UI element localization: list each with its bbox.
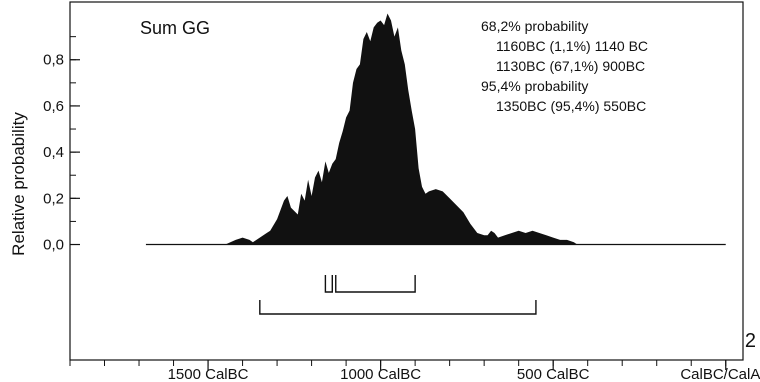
range-68-bracket bbox=[324, 275, 333, 293]
chart-title: Sum GG bbox=[140, 18, 210, 38]
x-tick-label: 1500 CalBC bbox=[168, 366, 249, 382]
plot-frame bbox=[69, 1, 744, 361]
y-axis-label: Relative probability bbox=[9, 112, 28, 256]
range-68-bracket bbox=[335, 275, 416, 293]
annotation-68-range-1: 1160BC (1,1%) 1140 BC bbox=[496, 38, 648, 54]
probability-area bbox=[145, 13, 726, 245]
corner-label: 2 bbox=[744, 330, 756, 352]
x-axis-ticks: 1500 CalBC 1000 CalBC 500 CalBC CalBC/CalAD bbox=[168, 360, 760, 382]
annotation-68-heading: 68,2% probability bbox=[481, 18, 588, 34]
y-tick-label: 0,6 bbox=[43, 98, 64, 115]
y-tick-label: 0,4 bbox=[43, 144, 64, 161]
range-68-brackets bbox=[324, 275, 416, 293]
x-tick-label: 500 CalBC bbox=[517, 366, 590, 382]
y-axis-ticks: 0,0 0,2 0,4 0,6 0,8 bbox=[43, 36, 80, 254]
x-tick-label: CalBC/CalAD bbox=[680, 366, 760, 382]
range-95-brackets bbox=[259, 300, 537, 315]
annotation-68-range-2: 1130BC (67,1%) 900BC bbox=[496, 58, 645, 74]
range-95-bracket bbox=[259, 300, 537, 315]
annotation-95-heading: 95,4% probability bbox=[481, 78, 588, 94]
annotation-95-range-1: 1350BC (95,4%) 550BC bbox=[496, 98, 646, 114]
x-tick-label: 1000 CalBC bbox=[340, 366, 421, 382]
y-tick-label: 0,8 bbox=[43, 52, 64, 69]
y-tick-label: 0,2 bbox=[43, 190, 64, 207]
y-tick-label: 0,0 bbox=[43, 237, 64, 254]
